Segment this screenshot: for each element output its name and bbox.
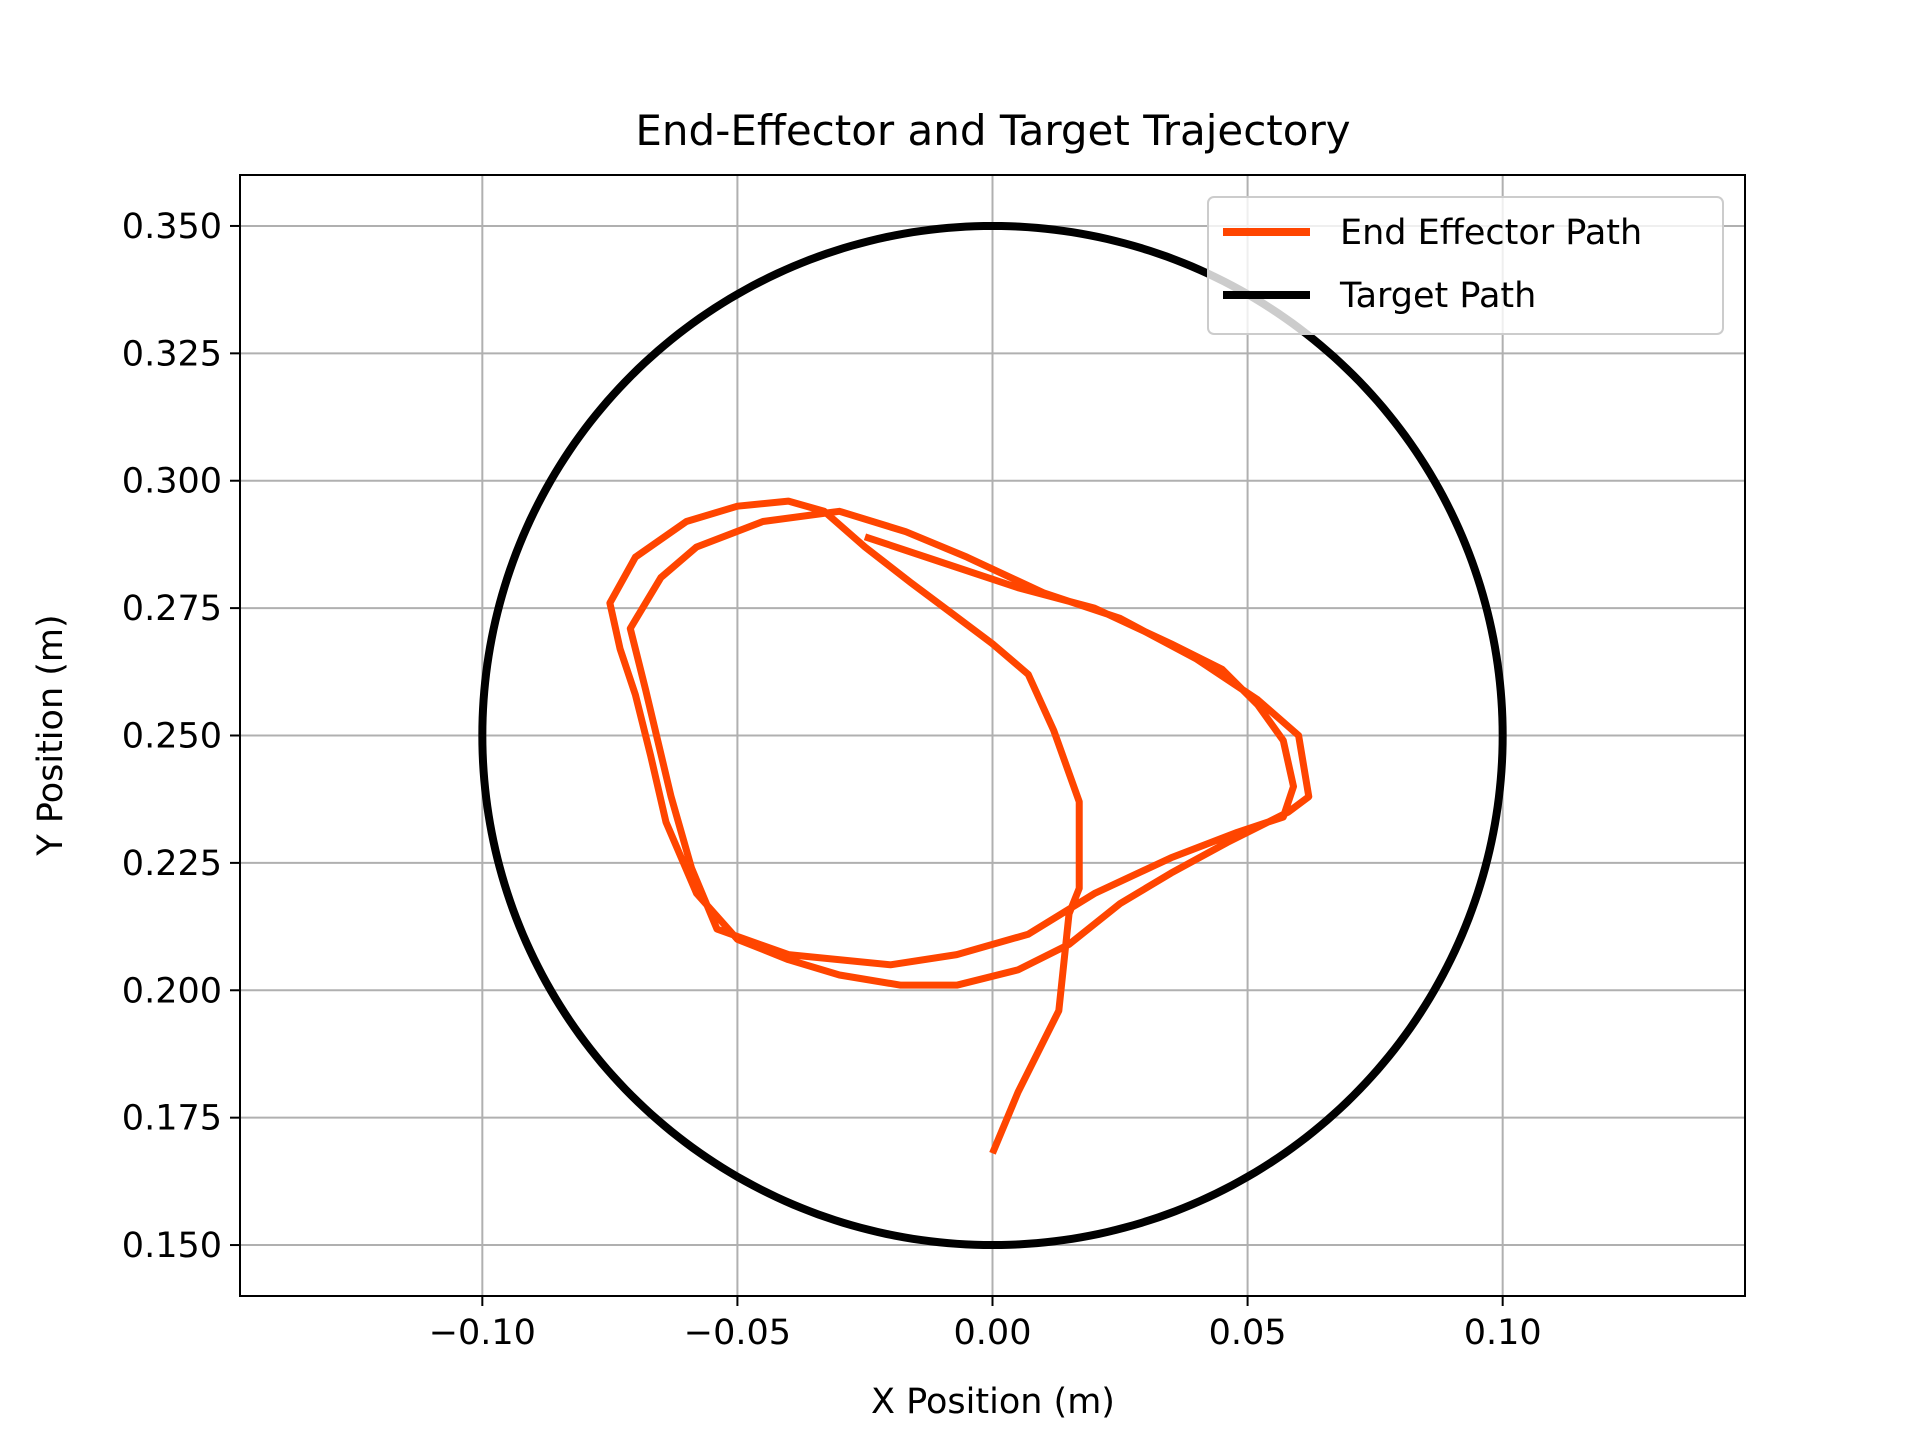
y-tick-label: 0.150	[122, 1226, 222, 1266]
legend: End Effector Path Target Path	[1207, 196, 1724, 335]
y-tick-label: 0.200	[122, 971, 222, 1011]
chart-title: End-Effector and Target Trajectory	[635, 106, 1350, 155]
x-tick-label: −0.05	[684, 1313, 791, 1353]
y-tick-label: 0.350	[122, 207, 222, 247]
y-axis-label: Y Position (m)	[31, 614, 71, 856]
x-tick-label: 0.00	[954, 1313, 1032, 1353]
ticks: −0.10 −0.05 0.00 0.05 0.10 0.150 0.175 0.200 0.2…	[122, 207, 1542, 1353]
legend-label: Target Path	[1339, 276, 1536, 316]
x-tick-label: −0.10	[429, 1313, 536, 1353]
y-tick-label: 0.175	[122, 1099, 222, 1139]
legend-box	[1207, 196, 1724, 335]
end-effector-path-line	[606, 497, 1313, 1155]
y-tick-label: 0.225	[122, 844, 222, 884]
y-tick-label: 0.250	[122, 717, 222, 757]
legend-label: End Effector Path	[1340, 213, 1642, 253]
y-tick-label: 0.325	[122, 334, 222, 374]
x-tick-label: 0.10	[1464, 1313, 1542, 1353]
x-tick-label: 0.05	[1209, 1313, 1287, 1353]
y-tick-label: 0.275	[122, 589, 222, 629]
x-axis-label: X Position (m)	[871, 1382, 1115, 1422]
y-tick-label: 0.300	[122, 462, 222, 502]
